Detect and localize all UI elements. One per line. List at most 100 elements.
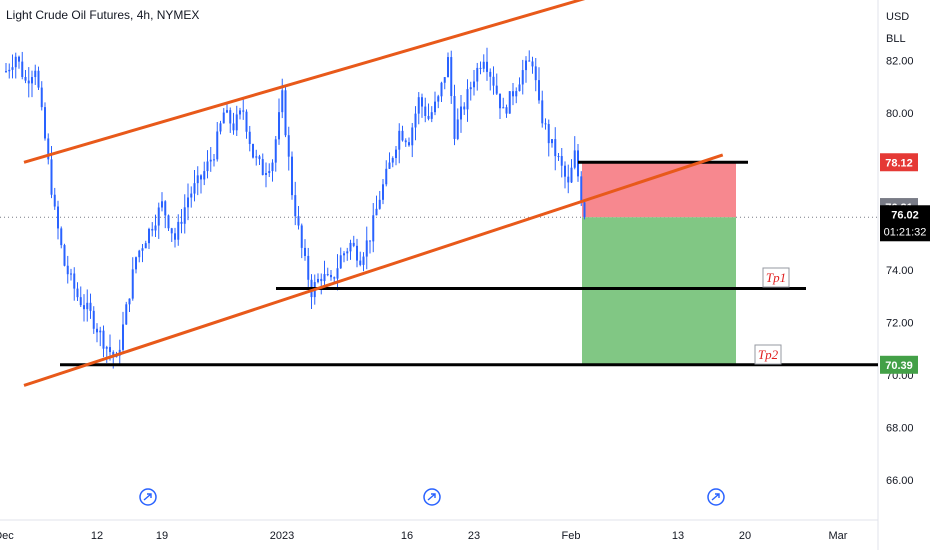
candle-body <box>122 324 124 350</box>
candle-body <box>148 228 150 244</box>
candle-body <box>21 61 24 77</box>
candle-body <box>430 112 433 119</box>
candle-body <box>567 176 570 183</box>
candle-body <box>440 82 443 97</box>
candle-body <box>57 206 59 229</box>
tp1-box <box>762 267 790 288</box>
candle-body <box>258 156 261 160</box>
candle-body <box>482 61 485 69</box>
y-tick-label: 80.00 <box>886 108 914 120</box>
tp1-annotation[interactable]: Tp1 <box>762 267 790 288</box>
candle-body <box>105 347 108 349</box>
candle-body <box>424 106 427 116</box>
candle-body <box>24 76 27 81</box>
stop-tag-text: 78.12 <box>885 157 913 169</box>
time-axis[interactable]: Dec 12 19 2023 16 23 Feb 13 20 Mar <box>0 530 848 542</box>
candle-body <box>534 66 537 81</box>
event-marker-icon[interactable] <box>423 488 441 506</box>
candle-body <box>404 140 407 143</box>
candle-body <box>307 255 310 280</box>
horizontal-levels <box>60 160 878 367</box>
candle-body <box>495 85 498 94</box>
candle-body <box>473 81 475 88</box>
candle-body <box>476 67 479 82</box>
candle-body <box>492 76 495 86</box>
stop-tag-bg <box>880 153 918 172</box>
candle-body <box>538 80 540 101</box>
candle-body <box>284 90 287 136</box>
candle-body <box>190 193 193 198</box>
event-arrow <box>143 493 152 501</box>
candle-body <box>515 91 518 97</box>
candle-body <box>50 159 53 195</box>
candle-body <box>460 106 462 120</box>
candle-body <box>226 110 228 113</box>
candle-body <box>232 123 235 131</box>
candle-body <box>34 70 37 78</box>
candle-body <box>47 138 50 160</box>
position-zones <box>582 162 736 365</box>
candle-body <box>411 127 414 146</box>
candle-body <box>427 115 430 119</box>
candle-body <box>167 215 170 229</box>
candle-body <box>391 158 394 163</box>
candle-body <box>356 245 358 261</box>
candle-body <box>326 274 329 276</box>
candle-body <box>508 91 511 114</box>
candle-body <box>203 171 206 180</box>
candle-body <box>525 60 527 71</box>
candle-body <box>346 251 349 254</box>
candle-body <box>193 183 196 194</box>
candle-body <box>349 242 352 252</box>
unit-label: BLL <box>886 33 906 45</box>
candle-body <box>245 111 248 132</box>
channel-lower-trendline[interactable] <box>23 153 724 387</box>
candle-body <box>157 207 160 226</box>
candle-body <box>66 265 69 275</box>
candle-body <box>151 228 154 231</box>
candle-body <box>352 242 355 246</box>
candle-body <box>14 56 17 68</box>
candle-body <box>92 310 95 329</box>
candle-body <box>300 225 303 248</box>
candle-body <box>372 215 375 242</box>
candle-body <box>128 298 131 305</box>
event-marker-icon[interactable] <box>139 488 157 506</box>
candle-body <box>281 90 284 113</box>
channel-upper-trendline[interactable] <box>23 0 642 164</box>
candle-body <box>109 347 111 353</box>
candle-body <box>177 221 180 240</box>
x-tick-label: 19 <box>156 530 168 542</box>
tp2-annotation[interactable]: Tp2 <box>754 344 782 365</box>
candle-body <box>385 168 388 185</box>
candle-body <box>271 162 274 172</box>
event-arrow <box>427 493 436 501</box>
tp2-tag-text: 70.39 <box>885 360 913 372</box>
candle-body <box>518 84 521 92</box>
event-markers[interactable] <box>139 488 725 506</box>
tp1-label: Tp1 <box>766 270 786 285</box>
candle-body <box>138 250 141 258</box>
countdown-text: 01:21:32 <box>884 226 927 238</box>
candle-body <box>174 233 176 240</box>
chart-title: Light Crude Oil Futures, 4h, NYMEX <box>6 8 200 22</box>
candle-body <box>336 268 339 279</box>
event-marker-icon[interactable] <box>707 488 725 506</box>
candle-body <box>291 156 293 196</box>
candle-body <box>359 260 362 265</box>
candle-body <box>209 159 212 162</box>
price-axis[interactable]: USD BLL 66.0068.0070.0072.0074.0076.0078… <box>886 11 914 487</box>
candle-body <box>219 123 222 132</box>
candle-body <box>512 91 514 97</box>
tp2-price-tag: 70.39 <box>880 355 918 374</box>
candles <box>5 47 586 369</box>
candle-body <box>417 97 420 114</box>
candle-body <box>83 305 85 310</box>
candle-body <box>333 277 336 279</box>
candle-body <box>63 245 66 266</box>
candle-body <box>40 87 43 108</box>
candle-body <box>274 139 277 163</box>
candle-body <box>11 67 14 70</box>
